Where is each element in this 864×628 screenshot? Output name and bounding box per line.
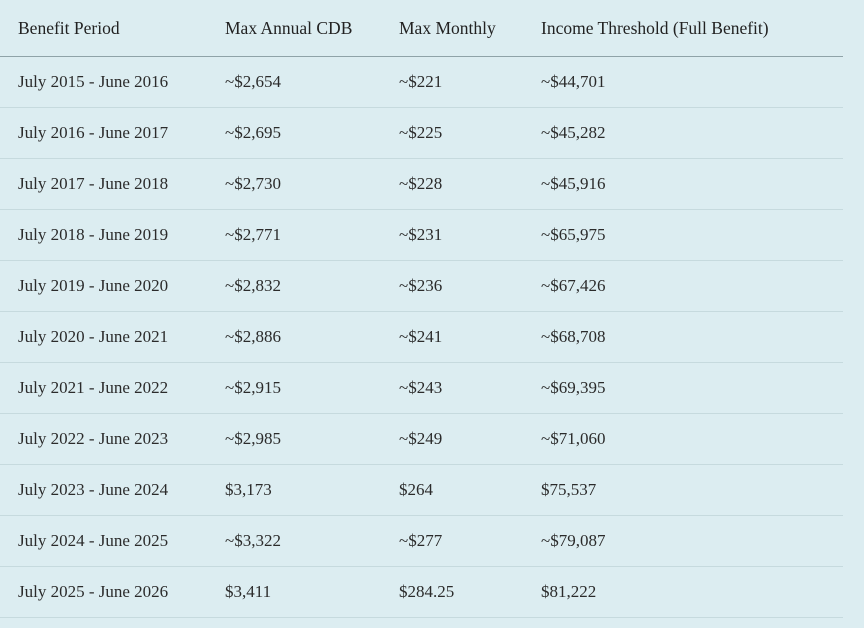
table-cell: $81,222 (541, 582, 597, 601)
table-cell: ~$68,708 (541, 327, 606, 346)
table-cell: July 2019 - June 2020 (18, 276, 169, 295)
table-row: July 2022 - June 2023 ~$2,985 ~$249 ~$71,06… (0, 414, 843, 465)
table-row: July 2017 - June 2018 ~$2,730 ~$228 ~$45,91… (0, 159, 843, 210)
table-cell: ~$231 (399, 225, 443, 244)
table-cell: July 2021 - June 2022 (18, 378, 169, 397)
table-cell: July 2017 - June 2018 (18, 174, 169, 193)
table-cell: ~$249 (399, 429, 443, 448)
table-cell: ~$2,832 (225, 276, 281, 295)
table-row: July 2018 - June 2019 ~$2,771 ~$231 ~$65,97… (0, 210, 843, 261)
table-cell: July 2015 - June 2016 (18, 72, 169, 91)
table-row: July 2015 - June 2016 ~$2,654 ~$221 ~$44,70… (0, 57, 843, 108)
table-cell: ~$67,426 (541, 276, 606, 295)
header-cell: Max Monthly (399, 18, 496, 38)
table-cell: ~$71,060 (541, 429, 606, 448)
table-cell: ~$2,730 (225, 174, 281, 193)
header-row: Benefit Period Max Annual CDB Max Monthly I… (0, 0, 843, 57)
header-cell: Benefit Period (18, 18, 120, 38)
table-cell: ~$2,886 (225, 327, 281, 346)
table-cell: ~$277 (399, 531, 443, 550)
table-cell: ~$2,654 (225, 72, 281, 91)
table-cell: July 2023 - June 2024 (18, 480, 169, 499)
table-cell: $3,173 (225, 480, 272, 499)
table-row: July 2020 - June 2021 ~$2,886 ~$241 ~$68,70… (0, 312, 843, 363)
table-cell: $264 (399, 480, 433, 499)
table-cell: ~$225 (399, 123, 443, 142)
table-cell: ~$65,975 (541, 225, 606, 244)
table-row: July 2016 - June 2017 ~$2,695 ~$225 ~$45,28… (0, 108, 843, 159)
table-cell: ~$79,087 (541, 531, 606, 550)
table-cell: ~$2,985 (225, 429, 281, 448)
table-cell: ~$2,695 (225, 123, 281, 142)
table-row: July 2023 - June 2024 $3,173 $264 $75,537 (0, 465, 843, 516)
table-cell: ~$228 (399, 174, 443, 193)
table-cell: ~$241 (399, 327, 443, 346)
table-cell: $75,537 (541, 480, 597, 499)
table-cell: ~$2,771 (225, 225, 281, 244)
table-cell: ~$3,322 (225, 531, 281, 550)
table-cell: ~$2,915 (225, 378, 281, 397)
table-cell: $3,411 (225, 582, 272, 601)
table-cell: July 2016 - June 2017 (18, 123, 169, 142)
header-cell: Income Threshold (Full Benefit) (541, 18, 769, 38)
table-cell: ~$45,916 (541, 174, 606, 193)
table-cell: July 2025 - June 2026 (18, 582, 169, 601)
table-row: July 2019 - June 2020 ~$2,832 ~$236 ~$67,42… (0, 261, 843, 312)
table-cell: July 2022 - June 2023 (18, 429, 169, 448)
table-cell: July 2020 - June 2021 (18, 327, 169, 346)
table-cell: ~$236 (399, 276, 443, 295)
table-cell: ~$45,282 (541, 123, 606, 142)
table-cell: ~$44,701 (541, 72, 606, 91)
table-cell: $284.25 (399, 582, 455, 601)
table-row: July 2021 - June 2022 ~$2,915 ~$243 ~$69,39… (0, 363, 843, 414)
table-cell: ~$243 (399, 378, 443, 397)
table-cell: July 2018 - June 2019 (18, 225, 169, 244)
table-row: July 2025 - June 2026 $3,411 $284.25 $81,22… (0, 567, 843, 618)
table-row: July 2024 - June 2025 ~$3,322 ~$277 ~$79,08… (0, 516, 843, 567)
table-cell: ~$221 (399, 72, 443, 91)
header-cell: Max Annual CDB (225, 18, 353, 38)
table-cell: ~$69,395 (541, 378, 606, 397)
table-cell: July 2024 - June 2025 (18, 531, 169, 550)
